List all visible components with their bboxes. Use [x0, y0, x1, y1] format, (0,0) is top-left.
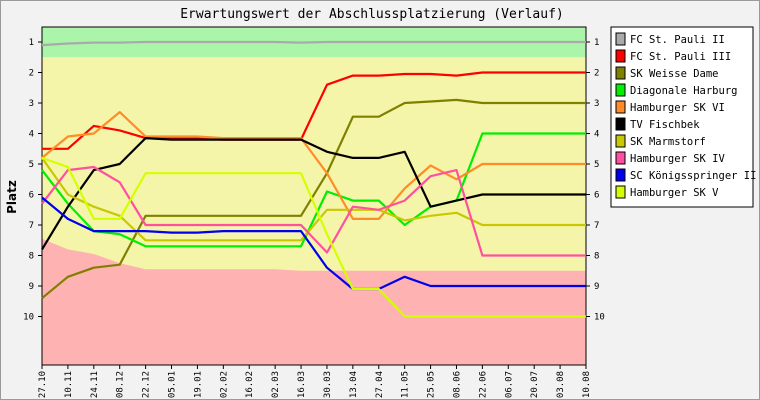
legend-label-0: FC St. Pauli II — [630, 34, 725, 46]
y-tick-label-left: 5 — [29, 160, 34, 170]
legend-swatch-2 — [615, 66, 626, 80]
series-line-9 — [41, 156, 586, 318]
zone-relegation — [42, 238, 586, 365]
x-tick-label: 20.07 — [530, 371, 540, 398]
x-tick-label: 05.01 — [168, 371, 178, 398]
legend-label-3: Diagonale Harburg — [630, 85, 737, 97]
x-tick-label: 27.04 — [375, 371, 385, 398]
series-line-4 — [41, 110, 586, 220]
x-tick-label: 22.06 — [478, 371, 488, 398]
y-tick-label-left: 8 — [29, 252, 34, 262]
y-tick-label-right: 7 — [594, 221, 599, 231]
y-tick-label-right: 1 — [594, 38, 599, 48]
legend-swatch-0 — [615, 32, 626, 46]
y-tick-label-left: 1 — [29, 38, 34, 48]
legend-swatch-3 — [615, 83, 626, 97]
y-tick-label-left: 4 — [29, 130, 34, 140]
x-tick-label: 03.08 — [556, 371, 566, 398]
x-tick-label: 16.02 — [245, 371, 255, 398]
legend-label-5: TV Fischbek — [630, 119, 700, 131]
y-tick-label-right: 8 — [594, 252, 599, 262]
x-tick-label: 27.10 — [38, 371, 48, 398]
y-tick-label-right: 9 — [594, 282, 599, 292]
x-tick-label: 08.12 — [116, 371, 126, 398]
x-tick-label: 08.06 — [452, 371, 462, 398]
y-tick-label-right: 6 — [594, 191, 599, 201]
x-tick-label: 10.08 — [582, 371, 592, 398]
x-tick-label: 02.02 — [219, 371, 229, 398]
y-tick-label-right: 10 — [594, 313, 605, 323]
legend-swatch-6 — [615, 134, 626, 148]
y-tick-label-left: 10 — [23, 313, 34, 323]
y-tick-label-left: 9 — [29, 282, 34, 292]
series-line-0 — [41, 40, 586, 47]
legend-swatch-1 — [615, 49, 626, 63]
legend-swatch-4 — [615, 100, 626, 114]
legend-box — [610, 26, 754, 208]
legend-label-1: FC St. Pauli III — [630, 51, 731, 63]
legend-label-6: SK Marmstorf — [630, 136, 706, 148]
plot-border — [41, 26, 587, 366]
x-tick-label: 11.05 — [401, 371, 411, 398]
legend-label-7: Hamburger SK IV — [630, 153, 726, 165]
x-tick-label: 30.03 — [323, 371, 333, 398]
x-tick-label: 22.12 — [142, 371, 152, 398]
legend-swatch-9 — [615, 185, 626, 199]
legend-label-4: Hamburger SK VI — [630, 102, 725, 114]
x-tick-label: 02.03 — [271, 371, 281, 398]
x-tick-label: 13.04 — [349, 371, 359, 398]
series-line-5 — [41, 137, 586, 250]
y-axis-label: Platz — [5, 180, 19, 214]
x-tick-label: 25.05 — [427, 371, 437, 398]
x-tick-label: 06.07 — [504, 371, 514, 398]
series-line-1 — [42, 71, 586, 150]
y-tick-label-right: 5 — [594, 160, 599, 170]
y-tick-label-left: 3 — [29, 99, 34, 109]
legend-label-8: SC Königsspringer II — [630, 170, 756, 182]
y-tick-label-right: 4 — [594, 130, 599, 140]
y-tick-label-right: 3 — [594, 99, 599, 109]
series-line-7 — [41, 165, 586, 257]
series-line-3 — [41, 132, 586, 248]
legend-swatch-7 — [615, 151, 626, 165]
x-tick-label: 24.11 — [90, 371, 100, 398]
x-tick-label: 16.03 — [297, 371, 307, 398]
legend-swatch-8 — [615, 168, 626, 182]
legend-label-2: SK Weisse Dame — [630, 68, 719, 80]
legend-label-9: Hamburger SK V — [630, 187, 719, 199]
y-tick-label-left: 6 — [29, 191, 34, 201]
x-tick-label: 19.01 — [193, 371, 203, 398]
series-line-8 — [41, 196, 586, 291]
y-tick-label-left: 2 — [29, 69, 34, 79]
legend-swatch-5 — [615, 117, 626, 131]
series-line-6 — [41, 157, 586, 242]
y-tick-label-right: 2 — [594, 69, 599, 79]
x-tick-label: 10.11 — [64, 371, 74, 398]
y-tick-label-left: 7 — [29, 221, 34, 231]
chart-title: Erwartungswert der Abschlussplatzierung … — [180, 7, 564, 22]
